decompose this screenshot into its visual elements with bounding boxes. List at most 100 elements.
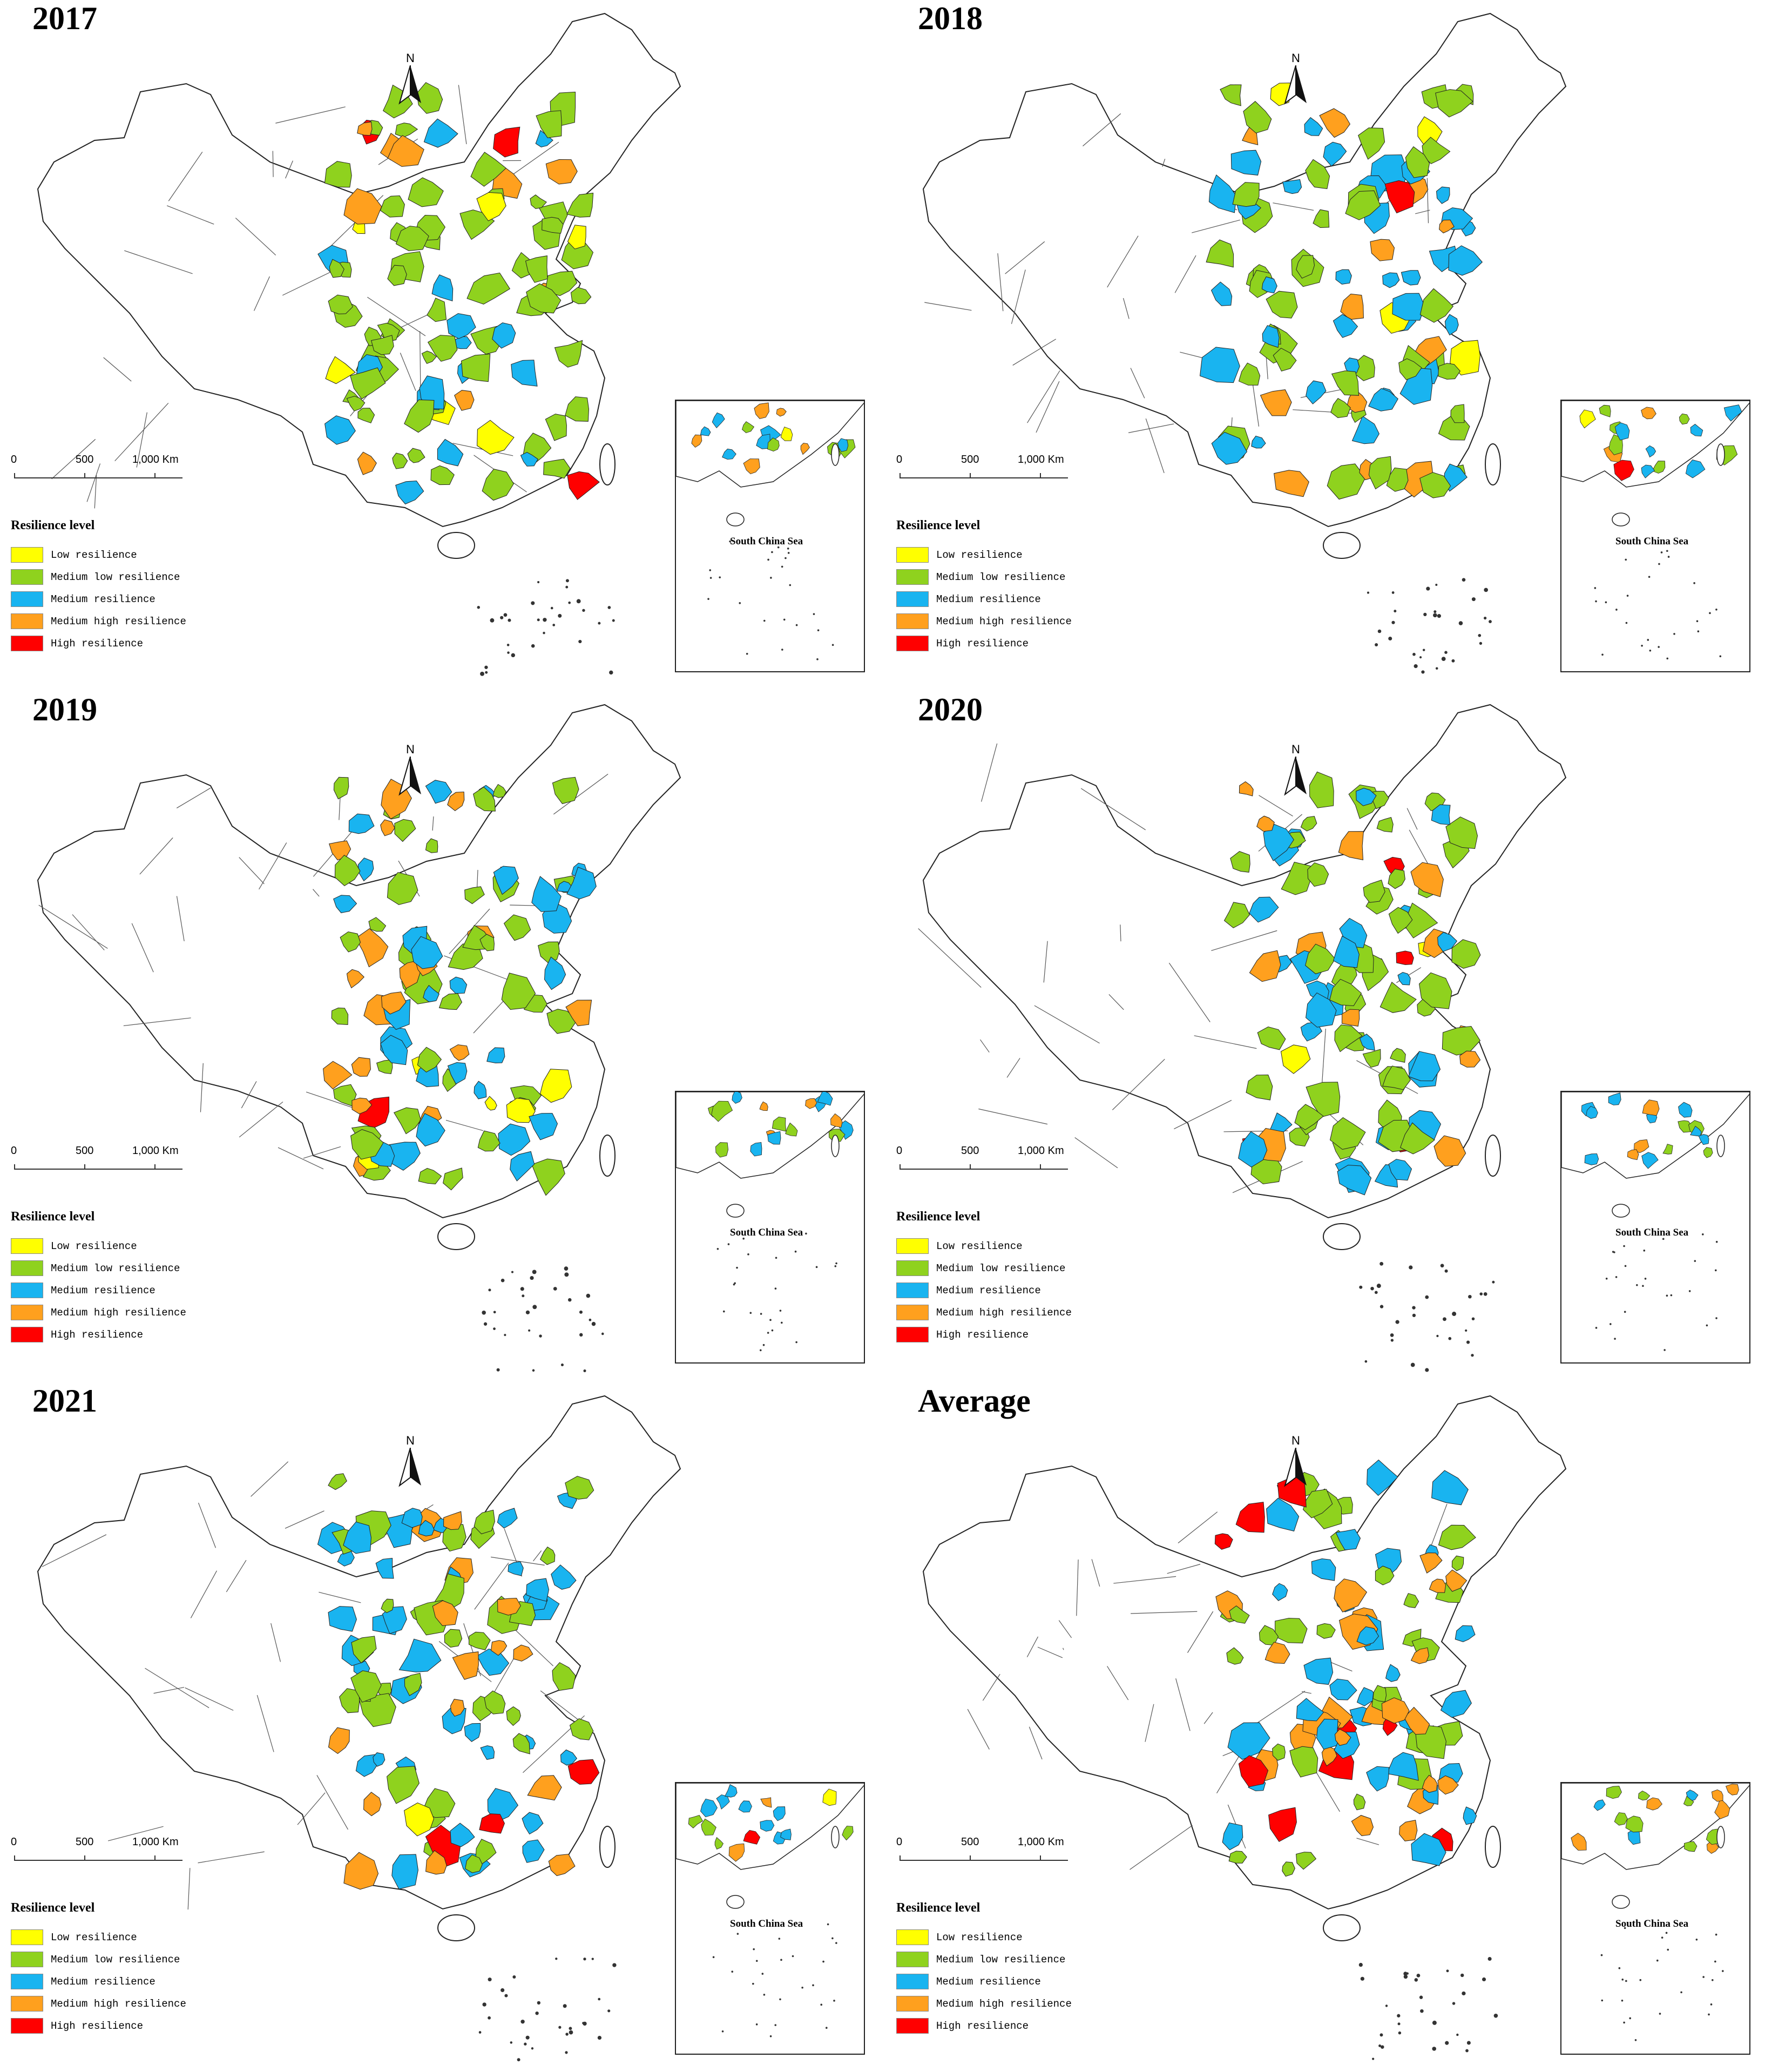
scale-bar: 0 500 1,000 Km [11, 454, 189, 486]
prefecture-region [363, 1792, 382, 1817]
legend-swatch [11, 1260, 43, 1276]
island-dot [1443, 1317, 1446, 1321]
china-map [922, 1395, 1567, 2060]
prefecture-region [395, 226, 429, 252]
south-china-sea-inset: South China Sea [675, 400, 865, 672]
legend-swatch [11, 1929, 43, 1945]
island-dot [607, 2009, 611, 2013]
prefecture-region [447, 791, 465, 812]
prefecture-region [476, 192, 506, 221]
boundary-line [259, 842, 287, 890]
island-dot [500, 616, 504, 619]
boundary-line [924, 302, 972, 311]
north-arrow-icon [1284, 756, 1307, 796]
prefecture-region [842, 1826, 854, 1841]
prefecture-region [522, 1812, 544, 1835]
island-dot [1466, 1340, 1470, 1344]
legend-label: High resilience [936, 1328, 1029, 1341]
prefecture-region [393, 1107, 421, 1135]
prefecture-region [508, 1561, 524, 1576]
island-dot [482, 1310, 486, 1315]
prefecture-region [1296, 1852, 1317, 1870]
prefecture-region [474, 1509, 495, 1535]
prefecture-region [398, 1638, 442, 1672]
prefecture-region [355, 1754, 377, 1777]
boundary-line [1130, 368, 1145, 399]
prefecture-region [474, 1081, 487, 1099]
island-dot [1395, 1320, 1399, 1324]
boundary-line [278, 1147, 324, 1170]
taiwan-island [1485, 443, 1501, 485]
boundary-line [51, 438, 96, 480]
prefecture-region [343, 1521, 371, 1554]
prefecture-region [1296, 1698, 1324, 1722]
island-dot [531, 601, 535, 605]
island-dot [493, 1311, 496, 1314]
boundary-line [1167, 1564, 1201, 1574]
prefecture-region [1397, 971, 1411, 986]
north-arrow-icon [398, 756, 421, 796]
boundary-line [1187, 1611, 1214, 1653]
island-dot [1364, 1360, 1368, 1363]
scale-label: 0 [11, 454, 17, 465]
legend-title: Resilience level [896, 1210, 980, 1224]
legend-swatch [11, 2018, 43, 2034]
prefecture-region [1725, 1784, 1739, 1796]
island-dot [1426, 586, 1430, 591]
boundary-line [420, 331, 421, 388]
island-dot [598, 1997, 601, 2001]
prefecture-region [542, 217, 564, 234]
prefecture-region [543, 458, 571, 479]
prefecture-region [1711, 1789, 1723, 1802]
prefecture-region [566, 867, 597, 900]
island-dot [1483, 1292, 1487, 1296]
island-dot [525, 1310, 530, 1314]
prefecture-region [425, 780, 452, 804]
south-china-sea-inset: South China Sea [675, 1091, 865, 1364]
inset-label: South China Sea [1615, 1918, 1689, 1929]
scale-label: 500 [76, 454, 94, 465]
north-arrow: N [394, 1434, 427, 1493]
island-dot [1360, 1976, 1364, 1981]
legend-label: Medium high resilience [936, 1306, 1072, 1319]
south-china-sea-inset: South China Sea [675, 1782, 865, 2055]
prefecture-region [357, 122, 373, 136]
prefecture-region [1363, 879, 1385, 903]
island-dot [1397, 2014, 1401, 2017]
island-dot [1484, 617, 1487, 620]
legend-item: Low resilience [896, 1926, 1123, 1948]
prefecture-region [464, 1723, 481, 1742]
prefecture-region [380, 1035, 408, 1065]
boundary-line [1091, 1559, 1100, 1587]
prefecture-region [1340, 293, 1364, 320]
legend-label: High resilience [936, 637, 1029, 650]
legend-item: Medium resilience [896, 1970, 1123, 1993]
boundary-line [139, 837, 173, 875]
prefecture-region [772, 1116, 787, 1132]
prefecture-region [1422, 1774, 1438, 1793]
island-dot [1433, 613, 1437, 618]
prefecture-region [387, 1766, 420, 1804]
legend-swatch [896, 2018, 929, 2034]
legend-label: Medium low resilience [936, 571, 1066, 583]
island-dot [591, 1321, 596, 1326]
prefecture-region [1398, 358, 1422, 380]
prefecture-region [773, 1806, 786, 1821]
island-dot [1397, 2022, 1401, 2026]
prefecture-region [1614, 422, 1630, 441]
prefecture-region [380, 195, 405, 218]
boundary-line [1252, 1691, 1306, 1726]
prefecture-region [711, 1101, 733, 1122]
island-dot [1471, 597, 1476, 602]
legend-swatch [11, 636, 43, 651]
prefecture-region [466, 272, 511, 305]
island-dot [531, 2047, 534, 2050]
island-dot [1444, 1269, 1448, 1273]
prefecture-region [1257, 1026, 1286, 1050]
legend-item: High resilience [11, 2015, 238, 2037]
south-china-sea-inset: South China Sea [1560, 1782, 1750, 2055]
prefecture-region [1211, 431, 1248, 465]
prefecture-region [1334, 1578, 1368, 1612]
boundary-line [103, 357, 132, 382]
prefecture-region [1329, 978, 1362, 1007]
